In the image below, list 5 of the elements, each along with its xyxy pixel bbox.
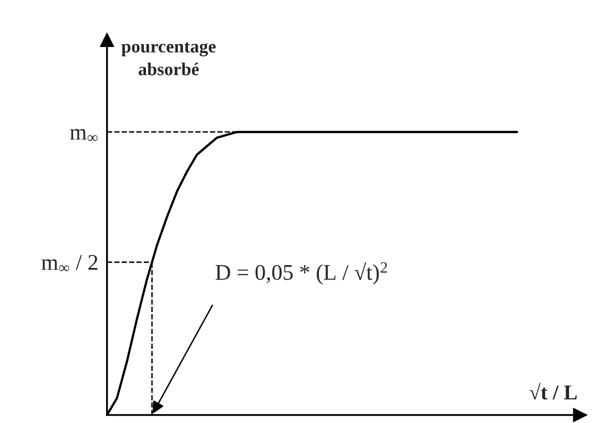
x-axis-title: √t / L xyxy=(530,382,577,400)
y-axis-title: pourcentage absorbé xyxy=(121,42,216,76)
ref-line-label: m$_{∞}$ / 2 xyxy=(42,254,98,272)
annotation: D = 0,05 * (L / √t)$^{2}$ xyxy=(216,262,387,284)
ref-line-label: m$_{∞}$ xyxy=(70,129,98,142)
